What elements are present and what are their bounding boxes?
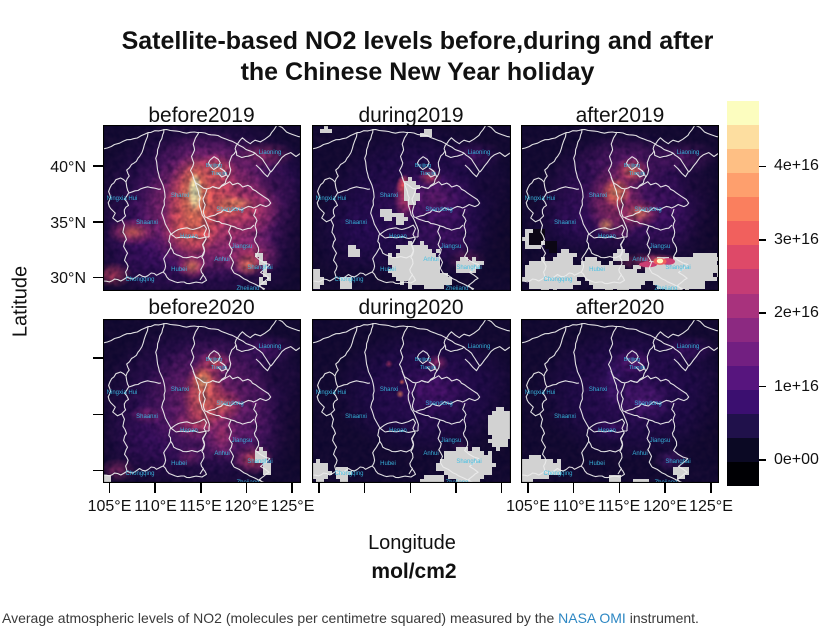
svg-text:Shanxi: Shanxi xyxy=(589,193,607,199)
svg-text:Shaanxi: Shaanxi xyxy=(554,414,576,420)
svg-text:Shanxi: Shanxi xyxy=(589,387,607,393)
svg-text:Henan: Henan xyxy=(598,428,616,434)
svg-text:Chongqing: Chongqing xyxy=(543,277,572,283)
svg-text:Beijing: Beijing xyxy=(205,163,222,169)
svg-text:Liaoning: Liaoning xyxy=(677,344,700,350)
svg-text:Henan: Henan xyxy=(389,428,407,434)
svg-text:Shandong: Shandong xyxy=(216,401,243,407)
svg-text:Hubei: Hubei xyxy=(589,267,605,273)
svg-text:Shaanxi: Shaanxi xyxy=(554,220,576,226)
svg-text:Henan: Henan xyxy=(389,234,407,240)
svg-text:Shandong: Shandong xyxy=(634,207,661,213)
svg-text:Jiangsu: Jiangsu xyxy=(231,244,252,250)
svg-text:Jiangsu: Jiangsu xyxy=(231,438,252,444)
svg-text:Tianjin: Tianjin xyxy=(629,365,645,371)
svg-text:Shandong: Shandong xyxy=(216,207,243,213)
svg-text:Ningxia Hui: Ningxia Hui xyxy=(106,196,137,202)
svg-text:Zhejiang: Zhejiang xyxy=(236,286,259,291)
svg-text:Shaanxi: Shaanxi xyxy=(345,414,367,420)
svg-text:Jiangsu: Jiangsu xyxy=(441,244,462,250)
svg-text:Shaanxi: Shaanxi xyxy=(136,414,158,420)
svg-text:Hubei: Hubei xyxy=(380,267,396,273)
svg-text:Shandong: Shandong xyxy=(425,207,452,213)
svg-text:Jiangsu: Jiangsu xyxy=(650,244,671,250)
svg-text:Anhui: Anhui xyxy=(423,451,438,457)
svg-text:Ningxia Hui: Ningxia Hui xyxy=(525,196,556,202)
svg-text:Beijing: Beijing xyxy=(205,357,222,363)
svg-text:Chongqing: Chongqing xyxy=(125,277,154,283)
svg-text:Beijing: Beijing xyxy=(415,163,432,169)
svg-text:Chongqing: Chongqing xyxy=(125,471,154,477)
svg-text:Shanghai: Shanghai xyxy=(456,459,481,465)
svg-text:Shanghai: Shanghai xyxy=(247,265,272,271)
svg-text:Anhui: Anhui xyxy=(214,451,229,457)
svg-text:Zhejiang: Zhejiang xyxy=(445,286,468,291)
svg-text:Jiangsu: Jiangsu xyxy=(441,438,462,444)
svg-text:Ningxia Hui: Ningxia Hui xyxy=(316,390,347,396)
svg-text:Liaoning: Liaoning xyxy=(468,344,491,350)
svg-text:Ningxia Hui: Ningxia Hui xyxy=(525,390,556,396)
svg-text:Liaoning: Liaoning xyxy=(677,150,700,156)
svg-text:Shandong: Shandong xyxy=(634,401,661,407)
svg-text:Beijing: Beijing xyxy=(415,357,432,363)
svg-text:Jiangsu: Jiangsu xyxy=(650,438,671,444)
svg-text:Anhui: Anhui xyxy=(214,257,229,263)
svg-text:Zhejiang: Zhejiang xyxy=(654,286,677,291)
svg-text:Shanghai: Shanghai xyxy=(665,459,690,465)
svg-text:Tianjin: Tianjin xyxy=(211,171,227,177)
svg-text:Hubei: Hubei xyxy=(171,461,187,467)
svg-text:Hubei: Hubei xyxy=(380,461,396,467)
svg-text:Henan: Henan xyxy=(598,234,616,240)
svg-text:Shanxi: Shanxi xyxy=(170,387,188,393)
svg-text:Tianjin: Tianjin xyxy=(629,171,645,177)
svg-text:Zhejiang: Zhejiang xyxy=(236,480,259,483)
svg-text:Anhui: Anhui xyxy=(632,451,647,457)
svg-text:Hubei: Hubei xyxy=(589,461,605,467)
svg-text:Zhejiang: Zhejiang xyxy=(654,480,677,483)
svg-text:Shanghai: Shanghai xyxy=(665,265,690,271)
svg-text:Shanxi: Shanxi xyxy=(380,193,398,199)
svg-text:Henan: Henan xyxy=(180,428,198,434)
svg-text:Shandong: Shandong xyxy=(425,401,452,407)
svg-text:Hubei: Hubei xyxy=(171,267,187,273)
svg-text:Shanxi: Shanxi xyxy=(170,193,188,199)
svg-text:Shanghai: Shanghai xyxy=(456,265,481,271)
svg-text:Anhui: Anhui xyxy=(632,257,647,263)
svg-text:Chongqing: Chongqing xyxy=(334,471,363,477)
svg-text:Beijing: Beijing xyxy=(624,357,641,363)
svg-text:Tianjin: Tianjin xyxy=(420,365,436,371)
svg-text:Tianjin: Tianjin xyxy=(211,365,227,371)
svg-text:Liaoning: Liaoning xyxy=(258,150,281,156)
svg-text:Tianjin: Tianjin xyxy=(420,171,436,177)
svg-text:Zhejiang: Zhejiang xyxy=(445,480,468,483)
svg-text:Shaanxi: Shaanxi xyxy=(345,220,367,226)
svg-text:Henan: Henan xyxy=(180,234,198,240)
svg-text:Anhui: Anhui xyxy=(423,257,438,263)
svg-text:Shanxi: Shanxi xyxy=(380,387,398,393)
svg-text:Ningxia Hui: Ningxia Hui xyxy=(316,196,347,202)
svg-text:Liaoning: Liaoning xyxy=(258,344,281,350)
svg-text:Ningxia Hui: Ningxia Hui xyxy=(106,390,137,396)
svg-text:Chongqing: Chongqing xyxy=(543,471,572,477)
svg-text:Beijing: Beijing xyxy=(624,163,641,169)
svg-text:Shanghai: Shanghai xyxy=(247,459,272,465)
svg-text:Liaoning: Liaoning xyxy=(468,150,491,156)
svg-text:Shaanxi: Shaanxi xyxy=(136,220,158,226)
svg-text:Chongqing: Chongqing xyxy=(334,277,363,283)
